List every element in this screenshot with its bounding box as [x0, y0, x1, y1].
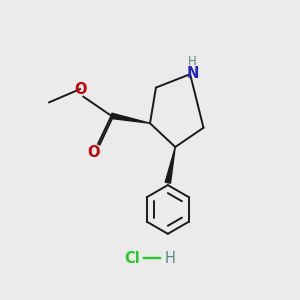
- Polygon shape: [165, 147, 175, 183]
- Polygon shape: [111, 113, 150, 123]
- Text: O: O: [87, 145, 100, 160]
- Text: H: H: [188, 55, 197, 68]
- Text: N: N: [186, 66, 199, 81]
- Text: Cl: Cl: [124, 251, 140, 266]
- Text: H: H: [164, 251, 175, 266]
- Text: O: O: [74, 82, 86, 97]
